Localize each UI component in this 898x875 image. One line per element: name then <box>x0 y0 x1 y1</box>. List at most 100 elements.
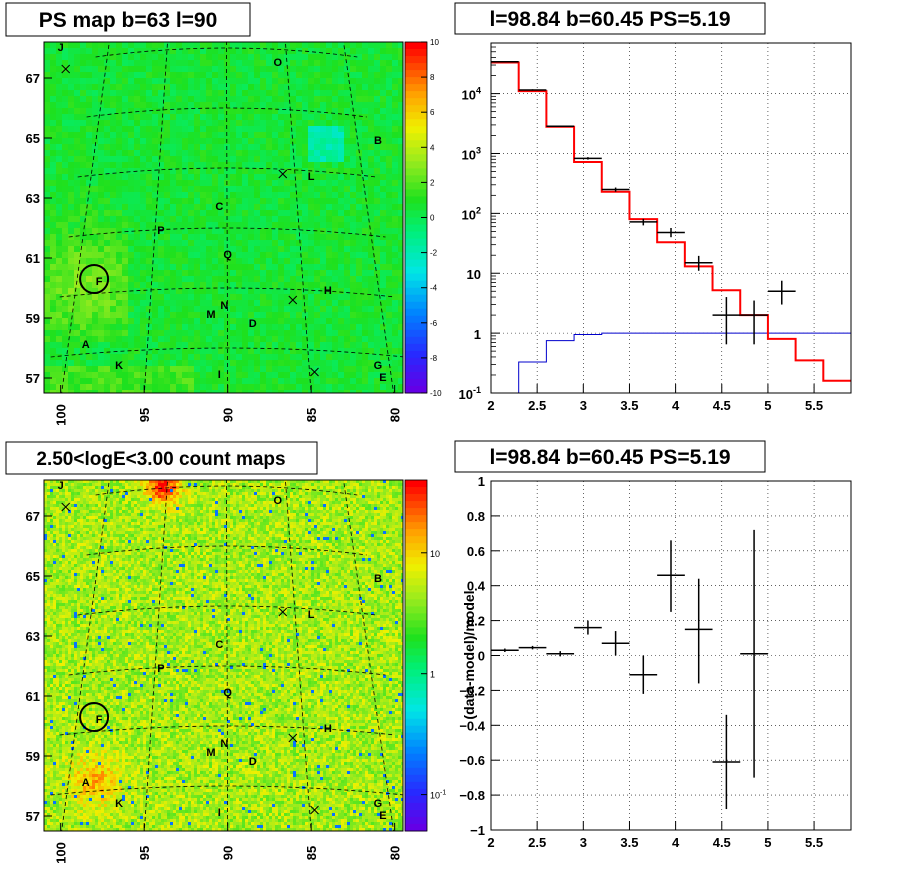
p3-map-cell <box>308 498 311 501</box>
p1-map-cell <box>158 354 164 360</box>
p3-map-cell <box>98 498 101 501</box>
p3-map-cell <box>254 504 257 507</box>
p3-map-cell <box>176 501 179 504</box>
p3-map-cell <box>239 486 242 489</box>
p1-map-cell <box>248 144 254 150</box>
p1-map-cell <box>290 300 296 306</box>
p1-map-cell <box>218 300 224 306</box>
p3-map-cell <box>281 495 284 498</box>
p1-map-cell <box>188 228 194 234</box>
p1-map-cell <box>200 288 206 294</box>
p3-map-cell <box>296 501 299 504</box>
p3-map-cell <box>161 501 164 504</box>
p1-map-cell <box>62 378 68 384</box>
p1-map-cell <box>140 60 146 66</box>
p1-map-cell <box>86 138 92 144</box>
p1-map-cell <box>206 288 212 294</box>
p1-map-cell <box>308 336 314 342</box>
p1-map-cell <box>230 354 236 360</box>
p1-map-cell <box>338 180 344 186</box>
p1-map-cell <box>116 150 122 156</box>
p1-map-cell <box>200 366 206 372</box>
p1-map-cell <box>236 126 242 132</box>
p1-map-cell <box>122 48 128 54</box>
p3-map-cell <box>155 483 158 486</box>
p1-map-cell <box>266 336 272 342</box>
p1-map-cell <box>392 378 398 384</box>
p1-map-cell <box>218 276 224 282</box>
p1-map-cell <box>68 132 74 138</box>
p1-map-cell <box>314 156 320 162</box>
p1-map-cell <box>260 108 266 114</box>
p3-map-cell <box>185 495 188 498</box>
colorbar-segment <box>405 84 427 92</box>
p1-map-cell <box>284 114 290 120</box>
p1-map-cell <box>116 114 122 120</box>
p1-map-cell <box>128 342 134 348</box>
p1-map-cell <box>326 66 332 72</box>
p1-map-cell <box>104 294 110 300</box>
p1-map-cell <box>368 282 374 288</box>
p3-map-cell <box>149 480 152 483</box>
p3-map-cell <box>242 483 245 486</box>
p3-map-cell <box>101 495 104 498</box>
p1-map-cell <box>62 156 68 162</box>
p3-map-cell <box>338 501 341 504</box>
p1-map-cell <box>308 162 314 168</box>
p1-map-cell <box>248 276 254 282</box>
p3-map-cell <box>47 504 50 507</box>
p1-map-cell <box>266 264 272 270</box>
p1-map-cell <box>218 294 224 300</box>
p1-map-cell <box>272 318 278 324</box>
p1-map-cell <box>398 102 403 108</box>
p1-map-cell <box>206 72 212 78</box>
colorbar-tick-label: -10 <box>430 389 442 398</box>
p1-map-cell <box>332 72 338 78</box>
p3-map-cell <box>293 480 296 483</box>
p1-map-cell <box>188 198 194 204</box>
p1-map-cell <box>110 360 116 366</box>
p1-map-cell <box>332 42 338 48</box>
p1-map-cell <box>308 180 314 186</box>
p1-map-cell <box>302 288 308 294</box>
p1-map-cell <box>68 258 74 264</box>
p1-map-cell <box>176 150 182 156</box>
p1-map-cell <box>176 42 182 48</box>
p1-map-cell <box>302 306 308 312</box>
p1-map-cell <box>374 174 380 180</box>
p1-map-cell <box>320 366 326 372</box>
p1-map-cell <box>362 96 368 102</box>
p3-map-cell <box>116 486 119 489</box>
p1-map-cell <box>230 96 236 102</box>
p3-map-cell <box>65 501 68 504</box>
p1-map-cell <box>170 366 176 372</box>
p1-map-cell <box>296 222 302 228</box>
p3-map-cell <box>314 483 317 486</box>
p1-map-cell <box>398 60 403 66</box>
p1-map-cell <box>242 222 248 228</box>
p1-map-cell <box>350 114 356 120</box>
p1-map-cell <box>284 174 290 180</box>
p1-map-cell <box>152 54 158 60</box>
p1-map-cell <box>122 276 128 282</box>
p3-map-cell <box>182 480 185 483</box>
p1-map-cell <box>266 204 272 210</box>
p1-map-cell <box>44 180 50 186</box>
p1-map-cell <box>344 306 350 312</box>
p1-map-cell <box>224 198 230 204</box>
p3-map-cell <box>377 498 380 501</box>
p3-map-cell <box>383 480 386 483</box>
p1-map-cell <box>116 156 122 162</box>
p3-map-cell <box>74 483 77 486</box>
p3-map-cell <box>380 495 383 498</box>
p1-map-cell <box>212 144 218 150</box>
p1-map-cell <box>86 186 92 192</box>
p1-map-cell <box>368 96 374 102</box>
p1-map-cell <box>68 138 74 144</box>
p3-map-cell <box>80 507 83 510</box>
p1-map-cell <box>188 222 194 228</box>
p1-map-cell <box>314 354 320 360</box>
p1-map-cell <box>386 324 392 330</box>
p1-map-cell <box>74 186 80 192</box>
p3-map-cell <box>269 492 272 495</box>
